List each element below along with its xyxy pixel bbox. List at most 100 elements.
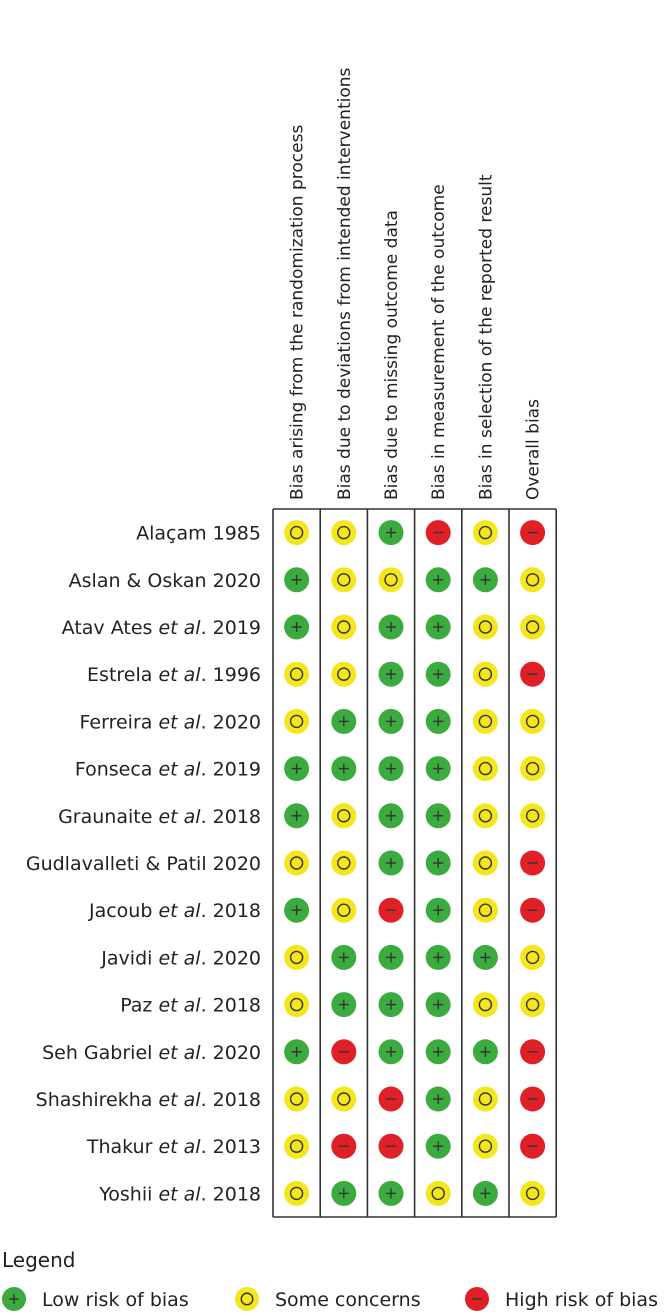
ring	[384, 573, 398, 587]
row-label-part: et al	[158, 759, 201, 781]
row-label-part: Thakur	[86, 1136, 159, 1158]
cell-high	[378, 1086, 404, 1112]
cell-low	[425, 850, 451, 876]
cell-low	[378, 661, 404, 687]
row-label-part: . 2020	[201, 947, 261, 969]
legend-label: Some concerns	[275, 1289, 421, 1311]
row-label-part: et al	[158, 900, 201, 922]
cell-low	[425, 1133, 451, 1159]
cell-high	[520, 850, 546, 876]
row-label-part: . 2020	[201, 1042, 261, 1064]
risk-circle	[520, 567, 546, 593]
cell-low	[472, 944, 498, 970]
cell-some	[425, 1180, 451, 1206]
cell-some	[472, 756, 498, 782]
legend-label: High risk of bias	[505, 1289, 658, 1311]
risk-circle	[472, 708, 498, 734]
cell-some	[331, 803, 357, 829]
ring	[337, 620, 351, 634]
row-label: Graunaite et al. 2018	[58, 806, 261, 828]
row-label-part: et al	[158, 1183, 201, 1205]
cell-some	[472, 1133, 498, 1159]
row-label-part: Graunaite	[58, 806, 158, 828]
cell-high	[425, 520, 451, 546]
cell-some	[331, 520, 357, 546]
risk-circle	[472, 850, 498, 876]
risk-circle	[284, 520, 310, 546]
risk-circle	[472, 1086, 498, 1112]
row-label-part: et al	[158, 806, 201, 828]
cell-some	[284, 661, 310, 687]
cell-low	[331, 944, 357, 970]
legend-symbol-low	[2, 1287, 26, 1311]
ring	[337, 667, 351, 681]
cell-high	[520, 1133, 546, 1159]
ring	[289, 1092, 304, 1106]
cell-low	[425, 992, 451, 1018]
risk-circle	[520, 992, 546, 1018]
ring	[289, 525, 304, 540]
ring	[478, 1139, 493, 1153]
ring	[525, 573, 540, 587]
row-label-part: Alaçam 1985	[136, 523, 261, 545]
cell-some	[472, 850, 498, 876]
row-label: Shashirekha et al. 2018	[36, 1089, 261, 1111]
risk-circle	[520, 1180, 546, 1206]
cell-low	[284, 803, 310, 829]
risk-circle	[472, 803, 498, 829]
cell-some	[378, 567, 404, 593]
ring	[337, 903, 351, 917]
risk-circle	[284, 661, 310, 687]
cell-high	[331, 1133, 357, 1159]
row-label-part: . 2018	[201, 995, 261, 1017]
cell-high	[520, 1039, 546, 1065]
ring	[337, 525, 351, 540]
risk-circle	[284, 708, 310, 734]
cell-some	[284, 708, 310, 734]
ring	[337, 856, 351, 870]
cell-low	[378, 614, 404, 640]
ring	[478, 1092, 493, 1106]
ring	[478, 997, 493, 1012]
cell-low	[378, 803, 404, 829]
ring	[525, 997, 540, 1012]
ring	[525, 809, 540, 823]
ring	[289, 667, 304, 681]
row-label-part: et al	[158, 1089, 201, 1111]
cell-some	[284, 1133, 310, 1159]
row-label-part: et al	[158, 1042, 201, 1064]
cell-high	[520, 897, 546, 923]
column-label: Bias due to deviations from intended int…	[335, 67, 355, 500]
cell-some	[472, 661, 498, 687]
ring	[525, 1186, 540, 1201]
cell-some	[472, 803, 498, 829]
cell-some	[331, 897, 357, 923]
column-label: Bias due to missing outcome data	[382, 210, 402, 500]
row-label: Alaçam 1985	[136, 523, 261, 545]
row-label-part: . 1996	[201, 664, 261, 686]
column-label: Bias in measurement of the outcome	[429, 184, 449, 500]
cell-some	[331, 614, 357, 640]
row-label: Paz et al. 2018	[120, 995, 261, 1017]
cell-some	[284, 992, 310, 1018]
row-label-part: . 2019	[201, 759, 261, 781]
cell-some	[472, 614, 498, 640]
row-label-part: Ferreira	[80, 711, 159, 733]
ring	[337, 809, 351, 823]
legend-symbol-some	[235, 1287, 259, 1311]
ring	[289, 856, 304, 870]
cell-low	[425, 944, 451, 970]
row-label: Javidi et al. 2020	[100, 947, 261, 969]
cell-low	[425, 567, 451, 593]
cells	[284, 520, 546, 1206]
cell-low	[378, 708, 404, 734]
cell-some	[284, 520, 310, 546]
ring	[478, 856, 493, 870]
cell-low	[284, 614, 310, 640]
row-label-part: et al	[158, 617, 201, 639]
ring	[431, 1186, 445, 1201]
ring	[478, 667, 493, 681]
risk-circle	[472, 614, 498, 640]
ring	[289, 997, 304, 1012]
cell-high	[378, 897, 404, 923]
